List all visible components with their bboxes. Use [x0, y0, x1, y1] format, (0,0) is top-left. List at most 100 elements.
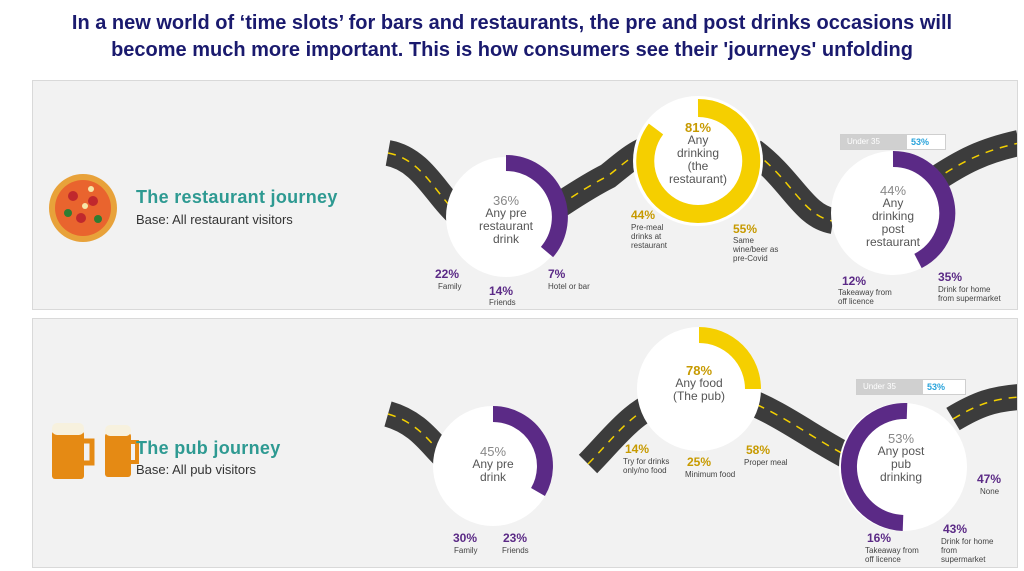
pub-mid-c-label: Proper meal [744, 458, 788, 467]
pub-badge-value: 53% [927, 382, 946, 392]
restaurant-pre-line-3: drink [492, 232, 519, 246]
restaurant-post-line-2: drinking [871, 209, 915, 223]
pub-mid-a-label: Try for drinks only/no food [623, 457, 669, 475]
restaurant-pre-text: 36% Any pre restaurant drink [451, 194, 561, 246]
restaurant-pre-line-1: Any pre [485, 206, 527, 220]
pizza-icon [49, 174, 117, 242]
pub-mid-c-pct: 58% [746, 443, 771, 457]
restaurant-journey-base: Base: All restaurant visitors [136, 212, 293, 227]
restaurant-badge-label: Under 35 [841, 135, 907, 149]
restaurant-pre-friends-pct: 14% [489, 284, 514, 298]
pub-mid-text: 78% Any food (The pub) [649, 364, 749, 403]
slide-title: In a new world of ‘time slots’ for bars … [0, 10, 1024, 64]
pub-mid-b-label: Minimum food [685, 470, 736, 479]
restaurant-post-line-1: Any [882, 196, 904, 210]
restaurant-mid-b-pct: 55% [733, 222, 758, 236]
restaurant-post-a-line-1: Takeaway from [838, 288, 892, 297]
pub-pre-family-pct: 30% [453, 531, 478, 545]
restaurant-post-line-3: post [881, 222, 905, 236]
restaurant-post-a-line-2: off licence [838, 297, 874, 306]
pub-post-b-line-2: from [941, 546, 957, 555]
pub-post-line-3: drinking [879, 470, 923, 484]
pub-mid-pct: 78% [685, 363, 713, 378]
restaurant-pre-line-2: restaurant [478, 219, 534, 233]
pub-post-b-line-1: Drink for home [941, 537, 994, 546]
restaurant-post-pct: 44% [879, 183, 907, 198]
restaurant-post-b-pct: 35% [938, 270, 963, 284]
pub-post-none-label: None [980, 487, 1000, 496]
restaurant-pre-hotel-pct: 7% [548, 267, 566, 281]
restaurant-mid-line-3: (the [687, 159, 709, 173]
restaurant-under35-badge: Under 35 53% [840, 134, 946, 150]
pub-badge-label: Under 35 [857, 380, 923, 394]
restaurant-mid-b-line-2: wine/beer as [733, 245, 779, 254]
restaurant-pre-family-pct: 22% [435, 267, 460, 281]
pub-mid-a-line-2: only/no food [623, 466, 667, 475]
restaurant-post-b-label: Drink for home from supermarket [938, 285, 1001, 303]
restaurant-road-scene [49, 96, 1017, 277]
pub-post-arc [840, 402, 908, 531]
slide-title-line-1: In a new world of ‘time slots’ for bars … [71, 12, 953, 34]
restaurant-mid-b-line-3: pre-Covid [733, 254, 768, 263]
restaurant-pre-family-label: Family [438, 282, 462, 291]
beer-mugs-icon [52, 423, 139, 479]
pub-pre-line-2: drink [479, 470, 506, 484]
pub-post-none-pct: 47% [977, 472, 1002, 486]
pub-pre-arc [492, 406, 553, 496]
restaurant-mid-line-4: restaurant) [668, 172, 728, 186]
pub-post-circle [839, 403, 967, 531]
restaurant-mid-b-line-1: Same [733, 236, 754, 245]
restaurant-badge-value: 53% [911, 137, 930, 147]
pub-journey-base: Base: All pub visitors [136, 462, 256, 477]
restaurant-mid-a-line-3: restaurant [631, 241, 668, 250]
pub-mid-line-1: Any food [675, 376, 723, 390]
restaurant-mid-a-line-1: Pre-meal [631, 223, 664, 232]
restaurant-mid-a-pct: 44% [631, 208, 656, 222]
pub-under35-badge: Under 35 53% [856, 379, 966, 395]
restaurant-post-b-line-1: Drink for home [938, 285, 991, 294]
restaurant-mid-line-1: Any [687, 133, 709, 147]
pub-mid-circle [637, 327, 761, 451]
restaurant-post-circle [831, 151, 955, 275]
restaurant-pre-circle [446, 157, 566, 277]
restaurant-post-b-line-2: from supermarket [938, 294, 1001, 303]
restaurant-journey-title: The restaurant journey [136, 187, 338, 207]
restaurant-post-line-4: restaurant [865, 235, 921, 249]
restaurant-pre-pct: 36% [492, 193, 520, 208]
pub-post-a-line-2: off licence [865, 555, 901, 564]
pub-post-text: 53% Any post pub drinking [851, 432, 951, 484]
restaurant-mid-b-label: Same wine/beer as pre-Covid [733, 236, 778, 263]
restaurant-pre-hotel-label: Hotel or bar [548, 282, 590, 291]
pub-journey-title: The pub journey [136, 438, 281, 458]
pub-post-line-2: pub [890, 457, 912, 471]
restaurant-road-markings [387, 142, 1017, 227]
pub-post-pct: 53% [887, 431, 915, 446]
pub-mid-arc [698, 327, 761, 390]
restaurant-mid-line-2: drinking [676, 146, 720, 160]
pub-road-markings [387, 396, 1017, 465]
restaurant-mid-pct: 81% [684, 120, 712, 135]
pub-post-b-pct: 43% [943, 522, 968, 536]
pub-pre-pct: 45% [479, 444, 507, 459]
pub-post-a-line-1: Takeaway from [865, 546, 919, 555]
pub-pre-text: 45% Any pre drink [443, 445, 543, 484]
pub-post-b-label: Drink for home from supermarket [941, 537, 993, 564]
pub-post-line-1: Any post [877, 444, 925, 458]
pub-pre-friends-pct: 23% [503, 531, 528, 545]
restaurant-pre-arc [505, 155, 568, 258]
restaurant-post-text: 44% Any drinking post restaurant [841, 184, 945, 249]
pub-pre-family-label: Family [454, 546, 478, 555]
restaurant-pre-friends-label: Friends [489, 298, 516, 307]
restaurant-mid-arc [636, 98, 761, 223]
pub-post-b-line-3: supermarket [941, 555, 986, 564]
pub-mid-b-pct: 25% [687, 455, 712, 469]
restaurant-mid-text: 81% Any drinking (the restaurant) [645, 121, 751, 186]
restaurant-post-arc [892, 150, 956, 269]
pub-post-a-label: Takeaway from off licence [865, 546, 919, 564]
slide-title-line-2: become much more important. This is how … [111, 39, 913, 61]
pub-mid-a-line-1: Try for drinks [623, 457, 670, 466]
pub-pre-friends-label: Friends [502, 546, 529, 555]
restaurant-post-a-pct: 12% [842, 274, 867, 288]
pub-road-scene [52, 327, 1017, 531]
pub-post-a-pct: 16% [867, 531, 892, 545]
